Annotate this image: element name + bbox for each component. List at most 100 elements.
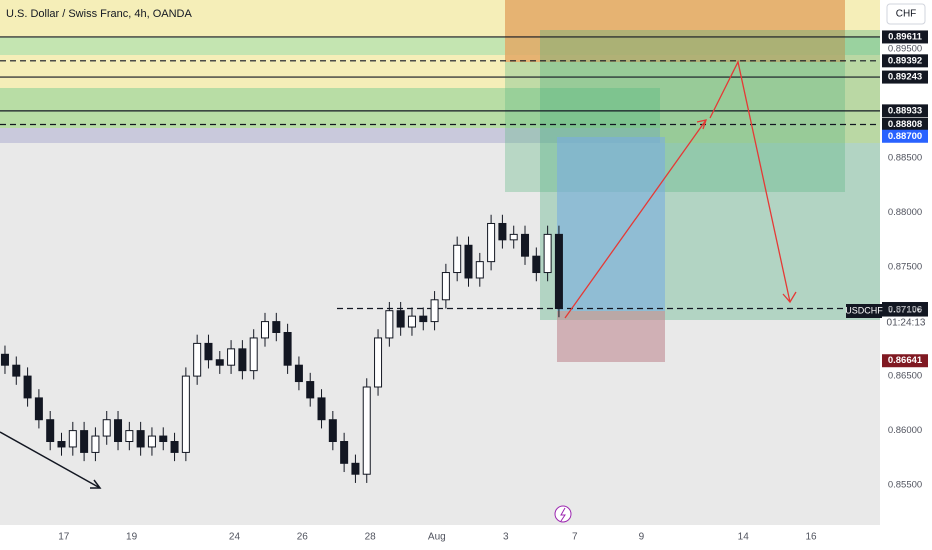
candle-body bbox=[498, 222, 507, 241]
candle-body bbox=[328, 419, 337, 443]
candle-body bbox=[453, 244, 462, 274]
candle-body bbox=[147, 435, 156, 448]
chart-title: U.S. Dollar / Swiss Franc, 4h, OANDA bbox=[6, 8, 192, 20]
time-axis bbox=[0, 525, 880, 550]
price-label: 0.86641 bbox=[888, 355, 923, 366]
candle-body bbox=[0, 353, 9, 366]
levels bbox=[0, 36, 880, 310]
price-box bbox=[882, 354, 928, 368]
price-label: 0.88700 bbox=[888, 131, 922, 142]
candle-body bbox=[374, 337, 383, 388]
price-label: 0.89243 bbox=[888, 72, 922, 83]
candle-body bbox=[306, 381, 315, 399]
candle-body bbox=[12, 364, 21, 377]
symbol-box bbox=[846, 304, 882, 318]
price-label: 0.88808 bbox=[888, 119, 922, 130]
arrowhead bbox=[90, 479, 102, 489]
date-label: 14 bbox=[738, 532, 750, 543]
candle-body bbox=[554, 233, 563, 310]
date-label: 26 bbox=[297, 532, 309, 543]
price-label: 0.85500 bbox=[888, 480, 922, 491]
candle-body bbox=[57, 441, 66, 448]
candle-body bbox=[204, 342, 213, 361]
candle-body bbox=[294, 364, 303, 383]
candle-body bbox=[46, 419, 55, 443]
price-label: 0.89611 bbox=[888, 31, 923, 42]
candle-body bbox=[317, 397, 326, 421]
candle-body bbox=[159, 435, 168, 443]
candle-body bbox=[114, 419, 123, 443]
candle-body bbox=[362, 386, 371, 475]
candles bbox=[0, 214, 563, 483]
candle-body bbox=[249, 337, 258, 372]
currency-button[interactable] bbox=[886, 3, 926, 25]
arrowhead bbox=[782, 291, 797, 304]
candle-body bbox=[34, 397, 43, 421]
candle-body bbox=[385, 310, 394, 339]
date-label: 28 bbox=[365, 532, 377, 543]
candle-body bbox=[23, 375, 32, 399]
date-label: Aug bbox=[428, 532, 446, 543]
price-label: 0.88500 bbox=[888, 153, 922, 164]
candle-body bbox=[193, 342, 202, 377]
price-label: 0.87103 bbox=[888, 305, 922, 316]
event-icon-bolt bbox=[560, 507, 566, 522]
candle-body bbox=[543, 233, 552, 274]
date-label: 3 bbox=[503, 532, 509, 543]
price-box bbox=[882, 30, 928, 44]
candle-body bbox=[419, 315, 428, 323]
date-label: 7 bbox=[572, 532, 578, 543]
date-label: 16 bbox=[805, 532, 817, 543]
price-box bbox=[882, 70, 928, 84]
symbol-label: USDCHF bbox=[845, 305, 883, 315]
date-label: 19 bbox=[126, 532, 138, 543]
date-label: 9 bbox=[639, 532, 645, 543]
candle-body bbox=[407, 315, 416, 328]
price-label: 0.87106 bbox=[888, 305, 922, 316]
candle-body bbox=[509, 233, 518, 241]
candle-body bbox=[80, 430, 89, 453]
candle-body bbox=[351, 462, 360, 475]
date-label: 17 bbox=[58, 532, 70, 543]
candle-body bbox=[475, 261, 484, 279]
arrow bbox=[709, 60, 791, 303]
arrows bbox=[0, 60, 797, 489]
price-box bbox=[882, 54, 928, 68]
entry-zone bbox=[557, 137, 665, 311]
candle-body bbox=[441, 272, 450, 301]
candle-body bbox=[430, 299, 439, 323]
candle-body bbox=[170, 441, 179, 453]
date-label: 24 bbox=[229, 532, 241, 543]
price-label: 0.88000 bbox=[888, 207, 922, 218]
zone-band bbox=[0, 128, 660, 143]
zone-band bbox=[0, 88, 660, 128]
countdown: 01:24:13 bbox=[887, 318, 926, 329]
price-label: 0.89500 bbox=[888, 44, 922, 55]
time-labels: 17 19 24 26 28 Aug 3 7 9 14 16 bbox=[58, 532, 817, 543]
candle-body bbox=[215, 359, 224, 366]
price-box bbox=[882, 303, 928, 317]
price-label: 0.87500 bbox=[888, 262, 922, 273]
candle-body bbox=[464, 244, 473, 279]
candle-body bbox=[136, 430, 145, 448]
arrow bbox=[564, 119, 707, 319]
price-label: 0.88933 bbox=[888, 105, 922, 116]
candle-body bbox=[125, 430, 134, 443]
price-label: 0.89392 bbox=[888, 55, 922, 66]
candle-body bbox=[396, 310, 405, 328]
candle-body bbox=[272, 321, 281, 333]
price-label: 0.86000 bbox=[888, 425, 922, 436]
currency-label[interactable]: CHF bbox=[896, 9, 917, 20]
candle-body bbox=[521, 233, 530, 257]
candle-body bbox=[238, 348, 247, 372]
price-axis bbox=[880, 0, 932, 550]
candle-body bbox=[227, 348, 236, 366]
event-icon[interactable] bbox=[554, 505, 572, 523]
price-box bbox=[882, 129, 928, 143]
price-box bbox=[882, 117, 928, 131]
price-box bbox=[882, 104, 928, 118]
arrow bbox=[0, 431, 101, 489]
candle-body bbox=[283, 331, 292, 366]
